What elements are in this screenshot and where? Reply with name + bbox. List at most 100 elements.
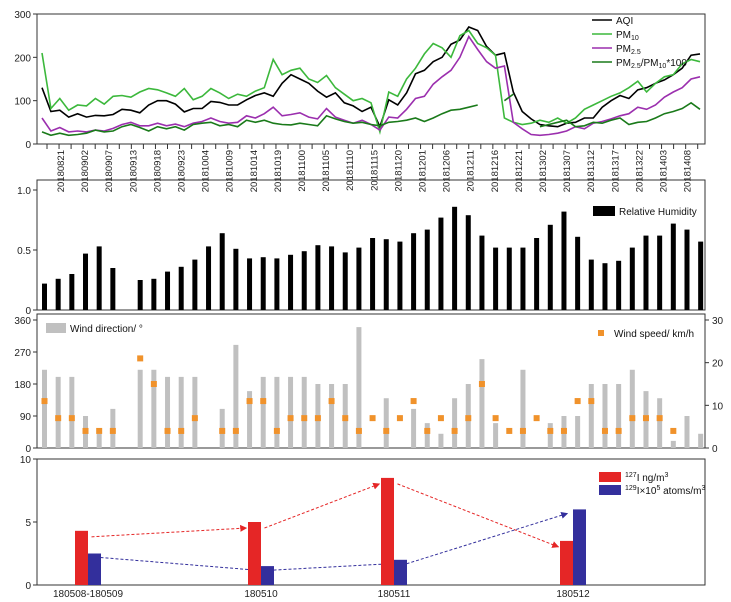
wind-speed-point bbox=[670, 427, 677, 434]
rh-bar bbox=[629, 247, 635, 310]
panel1-date-label: 20181403 bbox=[659, 150, 670, 192]
wind-direction-bar bbox=[629, 369, 635, 448]
panel4-ytick-label: 10 bbox=[20, 455, 32, 466]
wind-speed-point bbox=[150, 381, 157, 387]
wind-speed-point bbox=[642, 415, 649, 422]
rh-bar bbox=[397, 241, 403, 310]
panel1-ytick-label: 0 bbox=[25, 140, 31, 151]
panel1-date-label: 20181211 bbox=[466, 150, 477, 192]
legend-i129: 129I×105 atoms/m3 bbox=[625, 485, 705, 497]
rh-bar bbox=[698, 241, 704, 310]
panel1-ytick-label: 300 bbox=[14, 10, 31, 21]
panel4-x-axis: 180508-180509 180510 180511 180512 bbox=[53, 589, 590, 600]
panel1-date-label: 20181100 bbox=[297, 150, 308, 192]
panel1-date-label: 20181312 bbox=[586, 150, 597, 192]
wind-speed-point bbox=[465, 415, 472, 422]
rh-bar bbox=[137, 280, 143, 310]
wind-speed-point bbox=[492, 415, 499, 422]
wind-speed-point bbox=[478, 381, 485, 387]
wind-speed-point bbox=[314, 415, 321, 422]
rh-bar bbox=[479, 235, 485, 310]
panel1-date-label: 20180907 bbox=[104, 150, 115, 192]
legend-wind-dir: Wind direction/ ° bbox=[70, 324, 143, 335]
rh-bar bbox=[493, 247, 499, 310]
panel2-ytick-label: 1.0 bbox=[17, 186, 31, 197]
panel1-date-label: 20181302 bbox=[538, 150, 549, 192]
panel-humidity: 0 0.5 1.0 Relative Humidity bbox=[17, 179, 706, 317]
panel2-ytick-label: 0 bbox=[25, 306, 31, 317]
panel4-y-axis: 0 5 10 bbox=[20, 455, 37, 592]
wind-direction-bar bbox=[178, 376, 184, 448]
wind-speed-point bbox=[96, 427, 103, 434]
series-aqi bbox=[41, 26, 701, 129]
legend-wind-speed: Wind speed/ km/h bbox=[614, 329, 694, 340]
wind-speed-point bbox=[273, 427, 280, 434]
legend-pm10: PM10 bbox=[616, 30, 639, 42]
wind-direction-bar bbox=[588, 384, 594, 448]
series-pm10 bbox=[41, 29, 701, 136]
wind-direction-bar bbox=[698, 433, 704, 448]
rh-bar bbox=[383, 239, 389, 310]
legend-i127: 127I ng/m3 bbox=[625, 472, 668, 484]
rh-bar bbox=[588, 259, 594, 310]
panel3-frame bbox=[36, 313, 706, 449]
panel1-date-label: 20181322 bbox=[634, 150, 645, 192]
wind-speed-point bbox=[506, 427, 513, 434]
wind-direction-bar bbox=[288, 376, 294, 448]
wind-direction-bar bbox=[329, 384, 335, 448]
rh-bar bbox=[616, 260, 622, 310]
rh-bar bbox=[55, 278, 61, 310]
wind-speed-point bbox=[519, 427, 526, 434]
rh-bar bbox=[165, 271, 171, 310]
wind-direction-bar bbox=[493, 423, 499, 448]
i127-bar bbox=[75, 530, 88, 585]
panel1-frame bbox=[36, 13, 706, 145]
wind-direction-bar bbox=[383, 398, 389, 448]
wind-direction-bar bbox=[165, 376, 171, 448]
rh-bar bbox=[151, 278, 157, 310]
wind-speed-point bbox=[574, 398, 581, 405]
legend-rh: Relative Humidity bbox=[619, 207, 697, 218]
wind-direction-bar bbox=[438, 433, 444, 448]
legend-aqi: AQI bbox=[616, 16, 633, 27]
rh-bar bbox=[233, 248, 239, 310]
rh-bar bbox=[219, 233, 225, 310]
wind-speed-point bbox=[219, 427, 226, 434]
wind-speed-point bbox=[410, 398, 417, 405]
rh-bar bbox=[465, 215, 471, 310]
wind-speed-point bbox=[41, 398, 48, 405]
i127-trend-arrow bbox=[91, 524, 248, 538]
panel1-date-label: 20181004 bbox=[201, 150, 212, 192]
wind-speed-point bbox=[629, 415, 636, 422]
panel1-date-label: 20181019 bbox=[273, 150, 284, 192]
rh-bar bbox=[356, 247, 362, 310]
wind-direction-bar bbox=[670, 440, 676, 448]
panel1-date-label: 20180923 bbox=[177, 150, 188, 192]
wind-speed-point bbox=[355, 427, 362, 434]
rh-bar bbox=[192, 259, 198, 310]
panel4-bars bbox=[75, 477, 586, 585]
panel1-ytick-label: 100 bbox=[14, 97, 31, 108]
wind-direction-bar bbox=[192, 376, 198, 448]
panel1-date-label: 20180918 bbox=[152, 150, 163, 192]
wind-speed-point bbox=[369, 415, 376, 422]
wind-speed-point bbox=[55, 415, 62, 422]
rh-bar bbox=[561, 211, 567, 310]
rh-bar bbox=[438, 217, 444, 310]
rh-bar bbox=[575, 236, 581, 310]
panel4-category-label: 180510 bbox=[244, 589, 278, 600]
panel1-date-label: 20181105 bbox=[321, 150, 332, 192]
panel4-ytick-label: 5 bbox=[25, 518, 31, 529]
wind-direction-bar bbox=[657, 398, 663, 448]
legend-rh-swatch bbox=[593, 206, 615, 216]
rh-bar bbox=[684, 229, 690, 310]
series-pm25 bbox=[41, 34, 701, 137]
wind-speed-point bbox=[533, 415, 540, 422]
wind-direction-bar bbox=[575, 416, 581, 448]
panel2-ytick-label: 0.5 bbox=[17, 246, 31, 257]
rh-bar bbox=[602, 263, 608, 310]
panel1-legend: AQI PM10 PM2.5 PM2.5/PM10*100 bbox=[592, 16, 687, 70]
panel-iodine: 0 5 10 180508-180509 180510 180511 180512 127… bbox=[20, 455, 706, 600]
wind-direction-bar bbox=[684, 416, 690, 448]
